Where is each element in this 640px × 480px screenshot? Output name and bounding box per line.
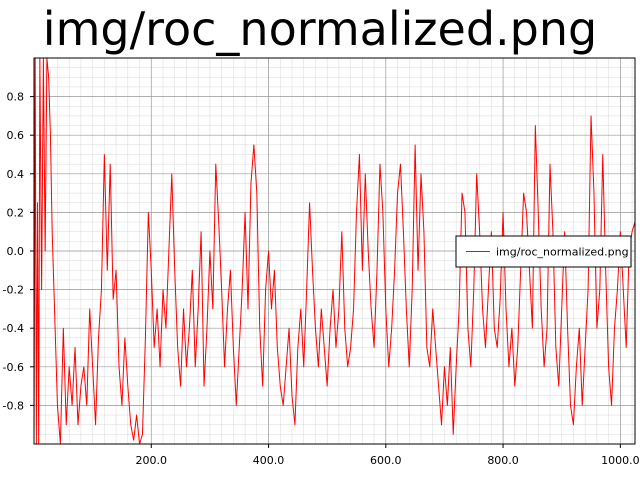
x-tick-label: 800.0 — [487, 454, 519, 467]
series-layer — [34, 58, 635, 444]
legend: img/roc_normalized.png — [455, 235, 632, 268]
y-tick-label: -0.2 — [3, 284, 24, 297]
y-tick-label: -0.6 — [3, 361, 24, 374]
x-tick-label: 1000.0 — [601, 454, 640, 467]
y-tick-label: 0.8 — [7, 91, 25, 104]
y-tick-label: -0.4 — [3, 322, 24, 335]
x-tick-label: 400.0 — [253, 454, 285, 467]
x-axis: 200.0 400.0 600.0 800.0 1000.0 — [136, 444, 640, 467]
y-tick-label: 0.2 — [7, 206, 25, 219]
y-axis: -0.8 -0.6 -0.4 -0.2 0.0 0.2 0.4 0.6 0.8 — [3, 91, 34, 412]
x-tick-label: 600.0 — [370, 454, 402, 467]
x-tick-label: 200.0 — [136, 454, 168, 467]
y-tick-label: 0.6 — [7, 129, 25, 142]
y-tick-label: -0.8 — [3, 399, 24, 412]
y-tick-label: 0.4 — [7, 168, 25, 181]
series-line — [34, 58, 635, 444]
chart-title: img/roc_normalized.png — [42, 2, 598, 56]
y-tick-label: 0.0 — [7, 245, 25, 258]
legend-entry: img/roc_normalized.png — [496, 246, 629, 259]
